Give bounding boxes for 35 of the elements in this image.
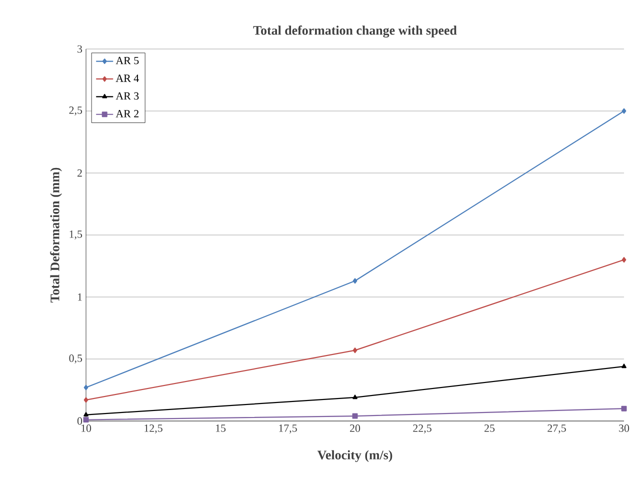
x-axis-title: Velocity (m/s) <box>317 450 392 462</box>
point <box>621 406 627 412</box>
point <box>622 364 626 368</box>
legend-label: AR 3 <box>116 92 139 100</box>
legend-label: AR 4 <box>116 74 139 82</box>
point <box>83 417 89 423</box>
x-tick-label: 22,5 <box>413 424 432 434</box>
x-tick-label: 12,5 <box>144 424 162 434</box>
point <box>352 413 358 419</box>
legend-label: AR 2 <box>116 110 138 118</box>
y-tick-label: 0,5 <box>69 354 82 364</box>
y-axis-title: Total Deformation (mm) <box>50 168 62 303</box>
point <box>352 278 358 284</box>
x-tick-label: 25 <box>484 424 495 432</box>
point <box>352 394 358 400</box>
x-tick-label: 30 <box>619 424 630 432</box>
y-tick-label: 2 <box>77 169 82 177</box>
x-tick-label: 27,5 <box>548 424 566 434</box>
point <box>84 384 88 390</box>
x-tick-label: 15 <box>216 424 226 432</box>
point <box>622 108 626 114</box>
chart-title: Total deformation change with speed <box>253 26 457 38</box>
y-tick-label: 0 <box>77 417 82 425</box>
y-tick-label: 2,5 <box>69 106 82 116</box>
y-tick-label: 1 <box>78 293 82 301</box>
x-tick-label: 20 <box>350 424 360 432</box>
legend-label: AR 5 <box>116 56 139 64</box>
y-tick-label: 3 <box>78 45 82 53</box>
point <box>84 397 88 403</box>
point <box>622 257 626 263</box>
x-tick-label: 17,5 <box>279 424 297 434</box>
point <box>84 412 88 416</box>
y-tick-label: 1,5 <box>70 230 82 240</box>
point <box>352 348 358 354</box>
x-tick-label: 10 <box>81 424 92 432</box>
